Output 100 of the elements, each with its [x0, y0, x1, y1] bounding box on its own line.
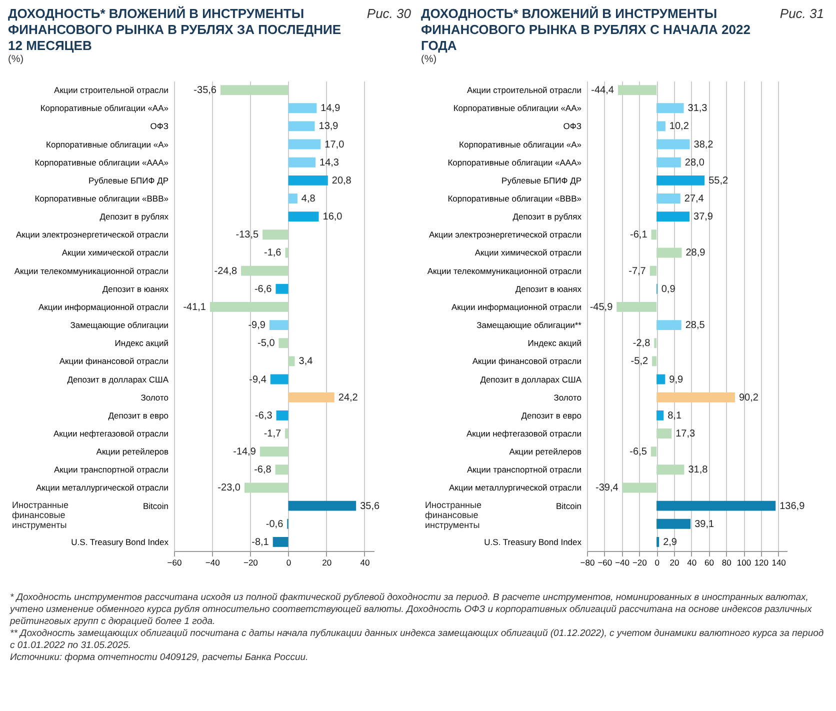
data-label: -14,9 [233, 446, 256, 458]
x-tick-label: 20 [322, 558, 332, 568]
text: Иностранные финансовые инструменты [425, 500, 482, 530]
x-tick-label: −40 [205, 558, 220, 568]
bar [288, 121, 315, 132]
data-label: 14,3 [320, 157, 340, 168]
data-label: 17,3 [676, 428, 696, 440]
y-tick-label: Корпоративные облигации «АА» [40, 103, 169, 114]
bar [244, 482, 288, 493]
y-tick-label: ОФЗ [150, 121, 168, 132]
data-label: -9,4 [249, 374, 267, 386]
data-label: -8,1 [252, 536, 270, 548]
y-tick-label: Акции финансовой отрасли [472, 356, 582, 366]
data-label: -5,0 [258, 338, 276, 350]
bar [656, 320, 682, 330]
y-tick-label: Акции информационной отрасли [452, 302, 582, 312]
bar [276, 284, 288, 294]
bar [650, 266, 657, 276]
data-label: -6,6 [254, 284, 272, 295]
data-label: -6,3 [255, 410, 273, 422]
bar [210, 302, 288, 312]
y-tick-label: Депозит в рублях [100, 212, 170, 222]
bar [656, 410, 664, 420]
data-label: -6,8 [254, 464, 272, 476]
x-tick-label: 100 [736, 558, 752, 568]
y-tick-label: Акции нефтегазовой отрасли [466, 428, 582, 438]
bar [656, 428, 672, 438]
data-label: 37,9 [694, 212, 714, 223]
chart-title: ДОХОДНОСТЬ* ВЛОЖЕНИЙ В ИНСТРУМЕНТЫ ФИНАНСОВОГО РЫНКА В РУБЛЯХ ЗА ПОСЛЕДНИЕ 12 МЕСЯЦЕВ [8, 6, 342, 54]
bar [288, 356, 295, 366]
bar [220, 85, 288, 96]
bar [656, 518, 691, 529]
bar [656, 500, 776, 511]
y-tick-label: Акции информационной отрасли [38, 302, 169, 312]
y-tick-label: Bitcoin [142, 500, 169, 511]
y-tick-label: Акции металлургической отрасли [36, 482, 169, 493]
data-label: -7,7 [628, 266, 646, 277]
y-tick-label: Акции ретейлеров [96, 446, 169, 457]
bar [278, 338, 288, 348]
bar [276, 410, 288, 420]
bar [656, 464, 684, 475]
bar [618, 85, 657, 96]
bar [275, 464, 288, 475]
text: ** Доходность замещающих облигаций посчитана с даты начала публикации данных индекса замещающих облигаций (01.12.2022), с учетом динамики валютного курса за период с 01.01.2022 по 31.05.2025. [10, 628, 825, 652]
data-label: -1,6 [264, 248, 282, 259]
text: Иностранные финансовые инструменты [12, 500, 70, 530]
x-tick-label: −60 [167, 558, 182, 568]
data-label: -6,5 [630, 446, 648, 458]
data-label: 2,9 [663, 536, 678, 548]
bar [656, 374, 666, 384]
data-label: -35,6 [194, 85, 217, 96]
data-label: -1,7 [264, 428, 282, 440]
y-tick-label: Корпоративные облигации «ААА» [34, 157, 169, 168]
data-label: 14,9 [320, 103, 341, 114]
bar [288, 392, 334, 402]
bar [616, 302, 657, 312]
data-label: 38,2 [694, 139, 714, 150]
y-tick-label: Индекс акций [114, 338, 169, 348]
data-label: 136,9 [780, 500, 806, 512]
bar [656, 194, 680, 204]
y-tick-label: Индекс акций [528, 338, 582, 348]
bar [262, 230, 288, 240]
y-tick-label: Акции строительной отрасли [54, 85, 169, 96]
y-tick-label: Акции металлургической отрасли [449, 482, 582, 493]
data-label: 13,9 [318, 121, 339, 132]
x-tick-label: 140 [772, 558, 786, 568]
x-tick-label: −20 [243, 558, 258, 568]
data-label: 31,3 [688, 103, 708, 114]
x-tick-label: −80 [580, 558, 595, 568]
chart-title: ДОХОДНОСТЬ* ВЛОЖЕНИЙ В ИНСТРУМЕНТЫ ФИНАНСОВОГО РЫНКА В РУБЛЯХ С НАЧАЛА 2022 ГОДА [421, 6, 752, 54]
data-label: -24,8 [214, 266, 238, 277]
bar [285, 428, 288, 438]
bar [654, 338, 657, 348]
bar [270, 374, 288, 384]
bar [656, 248, 682, 258]
text: Источники: форма отчетности 0409129, расчеты Банка России. [10, 652, 310, 664]
x-tick-label: 0 [654, 558, 660, 568]
y-tick-label: Корпоративные облигации «ААА» [448, 157, 582, 168]
y-tick-label: Акции химической отрасли [62, 248, 169, 258]
bar [652, 356, 657, 366]
bar [622, 482, 657, 493]
data-label: 35,6 [360, 500, 380, 512]
bar [656, 103, 684, 114]
y-tick-label: Акции нефтегазовой отрасли [53, 428, 169, 438]
text: Рис. 30 [366, 6, 411, 21]
data-label: 39,1 [694, 518, 714, 530]
y-tick-label: U.S. Treasury Bond Index [484, 536, 582, 547]
y-tick-label: U.S. Treasury Bond Index [71, 536, 170, 547]
bar [656, 212, 690, 222]
x-tick-label: −40 [615, 558, 630, 568]
bar [288, 157, 316, 168]
x-tick-label: 40 [687, 558, 697, 568]
bar [288, 103, 317, 114]
x-tick-label: 120 [754, 558, 769, 568]
y-tick-label: Акции транспортной отрасли [54, 464, 169, 475]
bar [288, 500, 356, 511]
data-label: 10,2 [669, 121, 690, 132]
y-tick-label: Акции финансовой отрасли [59, 356, 169, 366]
x-tick-label: 0 [286, 558, 292, 568]
data-label: 20,8 [332, 175, 352, 186]
